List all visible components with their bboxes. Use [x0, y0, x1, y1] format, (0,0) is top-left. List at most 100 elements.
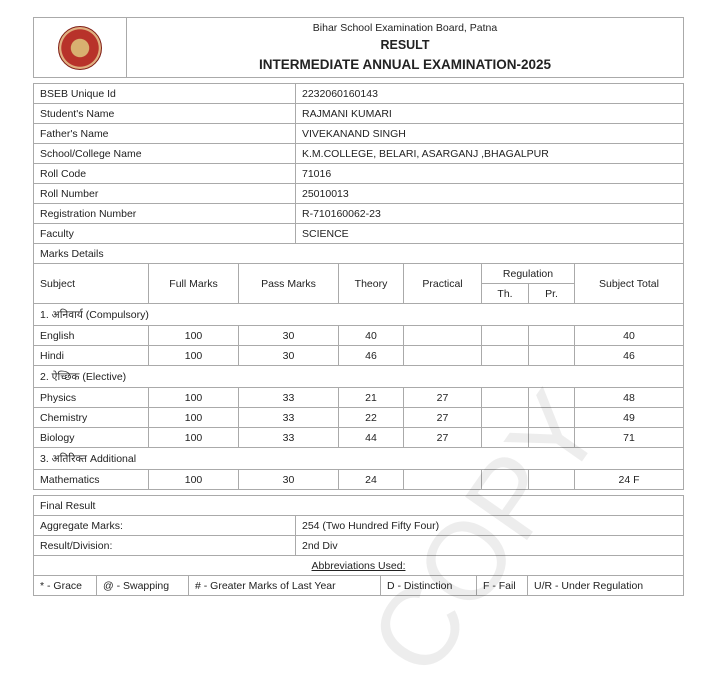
seal-icon	[58, 25, 102, 70]
cell-total: 46	[574, 345, 684, 366]
abbreviations-table: Abbreviations Used: * - Grace @ - Swappi…	[33, 555, 684, 596]
cell-th	[481, 427, 529, 448]
cell-subject: Hindi	[33, 345, 149, 366]
cell-pass: 33	[238, 387, 339, 408]
subject-row: English 100 30 40 40	[33, 325, 684, 346]
subject-row: Hindi 100 30 46 46	[33, 345, 684, 366]
cell-subject: Chemistry	[33, 407, 149, 428]
col-subject: Subject	[33, 263, 149, 304]
cell-subject: Physics	[33, 387, 149, 408]
cell-th	[481, 469, 529, 490]
cell-practical	[403, 345, 482, 366]
marks-table: Marks Details Subject Full Marks Pass Ma…	[33, 243, 684, 490]
cell-total: 49	[574, 407, 684, 428]
final-result-title: Final Result	[33, 495, 684, 516]
abbr-under-regulation: U/R - Under Regulation	[527, 575, 684, 596]
info-label: School/College Name	[33, 143, 296, 164]
cell-full: 100	[148, 325, 239, 346]
result-title: RESULT	[380, 38, 430, 52]
cell-theory: 46	[338, 345, 404, 366]
info-value: R-710160062-23	[295, 203, 684, 224]
cell-pr	[528, 345, 575, 366]
cell-subject: Biology	[33, 427, 149, 448]
cell-pr	[528, 387, 575, 408]
col-theory: Theory	[338, 263, 404, 304]
info-row: Faculty SCIENCE	[33, 223, 684, 244]
info-row: Registration Number R-710160062-23	[33, 203, 684, 224]
cell-total: 48	[574, 387, 684, 408]
cell-theory: 40	[338, 325, 404, 346]
cell-pr	[528, 427, 575, 448]
cell-pass: 30	[238, 345, 339, 366]
col-regulation: Regulation	[481, 263, 575, 284]
cell-pr	[528, 325, 575, 346]
info-value: SCIENCE	[295, 223, 684, 244]
cell-pass: 30	[238, 325, 339, 346]
cell-practical	[403, 469, 482, 490]
col-subject-total: Subject Total	[574, 263, 684, 304]
cell-th	[481, 345, 529, 366]
subject-row: Mathematics 100 30 24 24 F	[33, 469, 684, 490]
info-label: Roll Code	[33, 163, 296, 184]
result-header: Bihar School Examination Board, Patna RE…	[33, 17, 684, 78]
cell-pass: 33	[238, 427, 339, 448]
abbr-swapping: @ - Swapping	[96, 575, 189, 596]
bseb-logo	[34, 18, 127, 77]
col-practical: Practical	[403, 263, 482, 304]
info-value: K.M.COLLEGE, BELARI, ASARGANJ ,BHAGALPUR	[295, 143, 684, 164]
cell-theory: 24	[338, 469, 404, 490]
cell-practical: 27	[403, 387, 482, 408]
cell-th	[481, 387, 529, 408]
group-heading: 3. अतिरिक्त Additional	[33, 447, 684, 470]
col-full-marks: Full Marks	[148, 263, 239, 304]
col-reg-pr: Pr.	[528, 283, 575, 304]
info-value: RAJMANI KUMARI	[295, 103, 684, 124]
info-value: VIVEKANAND SINGH	[295, 123, 684, 144]
info-value: 71016	[295, 163, 684, 184]
cell-subject: English	[33, 325, 149, 346]
abbr-greater-marks: # - Greater Marks of Last Year	[188, 575, 381, 596]
group-heading: 2. ऐच्छिक (Elective)	[33, 365, 684, 388]
abbreviations-title: Abbreviations Used:	[311, 559, 406, 572]
group-heading: 1. अनिवार्य (Compulsory)	[33, 303, 684, 326]
cell-practical: 27	[403, 407, 482, 428]
cell-pass: 33	[238, 407, 339, 428]
cell-theory: 21	[338, 387, 404, 408]
aggregate-value: 254 (Two Hundred Fifty Four)	[295, 515, 684, 536]
abbr-distinction: D - Distinction	[380, 575, 477, 596]
info-label: Faculty	[33, 223, 296, 244]
cell-pass: 30	[238, 469, 339, 490]
cell-total: 24 F	[574, 469, 684, 490]
cell-full: 100	[148, 345, 239, 366]
info-row: Roll Code 71016	[33, 163, 684, 184]
info-label: Roll Number	[33, 183, 296, 204]
cell-practical: 27	[403, 427, 482, 448]
info-row: Roll Number 25010013	[33, 183, 684, 204]
info-row: Father's Name VIVEKANAND SINGH	[33, 123, 684, 144]
cell-th	[481, 407, 529, 428]
cell-full: 100	[148, 469, 239, 490]
info-label: Father's Name	[33, 123, 296, 144]
subject-row: Biology 100 33 44 27 71	[33, 427, 684, 448]
final-result-table: Final Result Aggregate Marks: 254 (Two Hu…	[33, 495, 684, 556]
exam-title: INTERMEDIATE ANNUAL EXAMINATION-2025	[258, 57, 552, 72]
cell-full: 100	[148, 407, 239, 428]
student-info-table: BSEB Unique Id 2232060160143 Student's Nam…	[33, 83, 684, 244]
cell-th	[481, 325, 529, 346]
cell-total: 40	[574, 325, 684, 346]
info-row: Student's Name RAJMANI KUMARI	[33, 103, 684, 124]
info-row: School/College Name K.M.COLLEGE, BELARI, …	[33, 143, 684, 164]
marks-details-title: Marks Details	[33, 243, 684, 264]
abbr-fail: F - Fail	[476, 575, 528, 596]
division-label: Result/Division:	[33, 535, 296, 556]
division-value: 2nd Div	[295, 535, 684, 556]
cell-full: 100	[148, 387, 239, 408]
board-name: Bihar School Examination Board, Patna	[312, 22, 498, 34]
info-value: 2232060160143	[295, 83, 684, 104]
abbr-grace: * - Grace	[33, 575, 97, 596]
info-label: Student's Name	[33, 103, 296, 124]
cell-full: 100	[148, 427, 239, 448]
col-pass-marks: Pass Marks	[238, 263, 339, 304]
cell-pr	[528, 407, 575, 428]
info-value: 25010013	[295, 183, 684, 204]
